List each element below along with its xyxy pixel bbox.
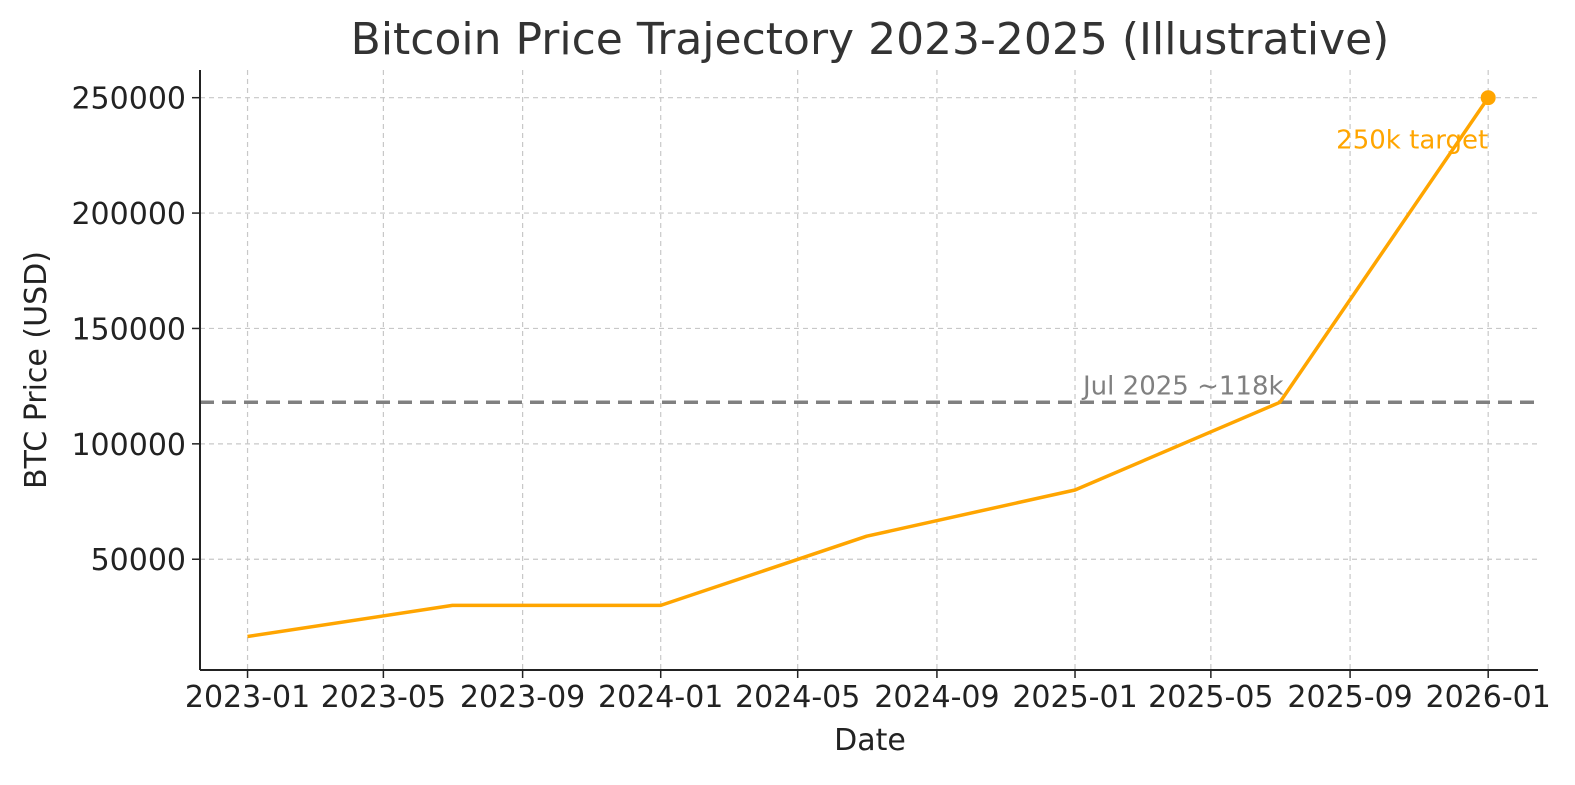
annotation-layer: 250k target (1336, 90, 1496, 156)
y-tick-label: 250000 (71, 82, 186, 117)
y-tick-label: 50000 (91, 543, 186, 578)
y-tick-label: 200000 (71, 197, 186, 232)
x-tick-label: 2024-09 (874, 680, 999, 715)
target-point-marker (1480, 90, 1496, 106)
y-axis-label: BTC Price (USD) (19, 251, 54, 489)
price-series-line (247, 96, 1490, 639)
x-axis-label: Date (834, 723, 906, 758)
target-annotation-label: 250k target (1336, 126, 1488, 156)
grid-layer (200, 70, 1538, 670)
x-tick-label: 2025-05 (1148, 680, 1273, 715)
x-tick-label: 2024-01 (598, 680, 723, 715)
x-tick-label: 2024-05 (735, 680, 860, 715)
axes-layer (192, 70, 1538, 678)
series-layer (247, 96, 1490, 639)
tick-label-layer: 2023-01 2023-05 2023-09 2024-01 2024-05 2024-… (71, 82, 1550, 715)
x-tick-label: 2023-01 (185, 680, 310, 715)
y-tick-label: 100000 (71, 428, 186, 463)
reference-line-layer: Jul 2025 ~118k (200, 371, 1538, 405)
x-tick-label: 2023-05 (321, 680, 446, 715)
x-tick-label: 2025-09 (1287, 680, 1412, 715)
x-tick-label: 2023-09 (460, 680, 585, 715)
x-tick-label: 2025-01 (1012, 680, 1137, 715)
chart-title: Bitcoin Price Trajectory 2023-2025 (Illu… (351, 14, 1390, 65)
x-tick-label: 2026-01 (1426, 680, 1551, 715)
y-tick-label: 150000 (71, 312, 186, 347)
reference-line-label: Jul 2025 ~118k (1081, 371, 1284, 401)
